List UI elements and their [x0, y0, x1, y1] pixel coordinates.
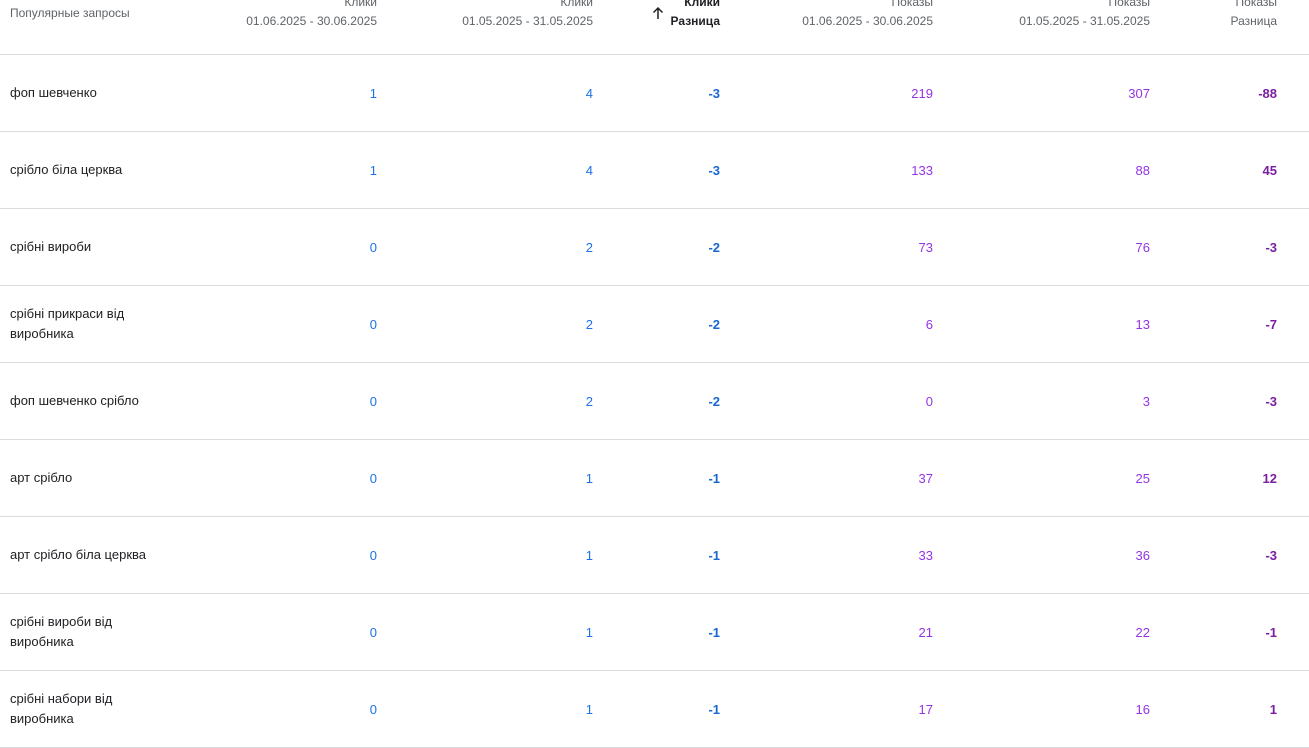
clicks-diff: -2 [708, 316, 720, 332]
header-impressions-diff[interactable]: Показы Разница [1230, 0, 1277, 31]
clicks-previous: 1 [585, 470, 593, 486]
table-row[interactable]: фоп шевченко срібло 0 2 -2 0 3 -3 [0, 363, 1309, 440]
clicks-previous: 1 [585, 624, 593, 640]
header-date-range: 01.06.2025 - 30.06.2025 [246, 14, 377, 28]
clicks-current: 0 [369, 393, 377, 409]
header-date-range: 01.05.2025 - 31.05.2025 [1019, 14, 1150, 28]
header-clicks-current[interactable]: Клики 01.06.2025 - 30.06.2025 [246, 0, 377, 31]
impressions-diff: -3 [1265, 393, 1277, 409]
impressions-current: 17 [918, 701, 933, 717]
query-text: арт срібло біла церква [10, 547, 146, 562]
query-text: фоп шевченко [10, 85, 97, 100]
impressions-previous: 25 [1135, 470, 1150, 486]
query-text: срібні вироби від виробника [10, 614, 113, 649]
impressions-previous: 88 [1135, 162, 1150, 178]
header-label: Клики [684, 0, 720, 9]
clicks-current: 1 [369, 162, 377, 178]
clicks-previous: 2 [585, 393, 593, 409]
table-header: Популярные запросы Клики 01.06.2025 - 30… [0, 0, 1309, 55]
impressions-diff: -7 [1265, 316, 1277, 332]
impressions-current: 6 [925, 316, 933, 332]
clicks-diff: -2 [708, 239, 720, 255]
table-row[interactable]: срібло біла церква 1 4 -3 133 88 45 [0, 132, 1309, 209]
impressions-previous: 307 [1128, 85, 1150, 101]
clicks-previous: 2 [585, 316, 593, 332]
header-sublabel: Разница [670, 14, 720, 28]
header-label: Показы [891, 0, 933, 9]
impressions-current: 33 [918, 547, 933, 563]
header-sublabel: Разница [1230, 14, 1277, 28]
clicks-previous: 4 [585, 85, 593, 101]
header-label: Клики [560, 0, 593, 9]
query-text: фоп шевченко срібло [10, 393, 139, 408]
impressions-previous: 22 [1135, 624, 1150, 640]
query-text: арт срібло [10, 470, 73, 485]
impressions-current: 21 [918, 624, 933, 640]
header-date-range: 01.05.2025 - 31.05.2025 [462, 14, 593, 28]
table-row[interactable]: фоп шевченко 1 4 -3 219 307 -88 [0, 55, 1309, 132]
clicks-current: 0 [369, 624, 377, 640]
clicks-diff: -1 [708, 624, 720, 640]
impressions-previous: 13 [1135, 316, 1150, 332]
clicks-previous: 1 [585, 547, 593, 563]
query-text: срібні набори від виробника [10, 691, 113, 726]
query-text: срібло біла церква [10, 162, 123, 177]
clicks-diff: -3 [708, 162, 720, 178]
impressions-diff: -3 [1265, 239, 1277, 255]
header-clicks-diff[interactable]: Клики Разница [671, 0, 720, 31]
clicks-current: 0 [369, 547, 377, 563]
impressions-current: 133 [911, 162, 933, 178]
clicks-current: 0 [369, 470, 377, 486]
header-impressions-previous[interactable]: Показы 01.05.2025 - 31.05.2025 [1019, 0, 1150, 31]
header-query-label: Популярные запросы [10, 6, 130, 20]
clicks-current: 0 [369, 701, 377, 717]
clicks-diff: -2 [708, 393, 720, 409]
impressions-diff: 45 [1262, 162, 1277, 178]
impressions-diff: -1 [1265, 624, 1277, 640]
clicks-diff: -3 [708, 85, 720, 101]
query-text: срібні вироби [10, 239, 92, 254]
impressions-previous: 16 [1135, 701, 1150, 717]
query-text: срібні прикраси від виробника [10, 306, 125, 341]
header-label: Показы [1108, 0, 1150, 9]
table-row[interactable]: арт срібло 0 1 -1 37 25 12 [0, 440, 1309, 517]
clicks-diff: -1 [708, 470, 720, 486]
header-date-range: 01.06.2025 - 30.06.2025 [802, 14, 933, 28]
table-row[interactable]: срібні прикраси від виробника 0 2 -2 6 1… [0, 286, 1309, 363]
clicks-diff: -1 [708, 701, 720, 717]
clicks-current: 0 [369, 239, 377, 255]
impressions-current: 37 [918, 470, 933, 486]
clicks-previous: 4 [585, 162, 593, 178]
clicks-diff: -1 [708, 547, 720, 563]
header-query[interactable]: Популярные запросы [10, 4, 130, 23]
impressions-current: 219 [911, 85, 933, 101]
impressions-current: 73 [918, 239, 933, 255]
header-clicks-previous[interactable]: Клики 01.05.2025 - 31.05.2025 [462, 0, 593, 31]
clicks-current: 1 [369, 85, 377, 101]
table-row[interactable]: срібні вироби від виробника 0 1 -1 21 22… [0, 594, 1309, 671]
impressions-current: 0 [925, 393, 933, 409]
table-row[interactable]: срібні вироби 0 2 -2 73 76 -3 [0, 209, 1309, 286]
clicks-previous: 1 [585, 701, 593, 717]
clicks-previous: 2 [585, 239, 593, 255]
impressions-previous: 3 [1142, 393, 1150, 409]
impressions-diff: 12 [1262, 470, 1277, 486]
header-impressions-current[interactable]: Показы 01.06.2025 - 30.06.2025 [802, 0, 933, 31]
impressions-diff: -3 [1265, 547, 1277, 563]
impressions-previous: 76 [1135, 239, 1150, 255]
table-row[interactable]: арт срібло біла церква 0 1 -1 33 36 -3 [0, 517, 1309, 594]
impressions-diff: 1 [1269, 701, 1277, 717]
arrow-up-icon[interactable] [651, 6, 665, 20]
impressions-previous: 36 [1135, 547, 1150, 563]
header-label: Клики [344, 0, 377, 9]
header-label: Показы [1235, 0, 1277, 9]
table-body: фоп шевченко 1 4 -3 219 307 -88 срібло б… [0, 55, 1309, 748]
impressions-diff: -88 [1258, 85, 1277, 101]
clicks-current: 0 [369, 316, 377, 332]
table-row[interactable]: срібні набори від виробника 0 1 -1 17 16… [0, 671, 1309, 748]
